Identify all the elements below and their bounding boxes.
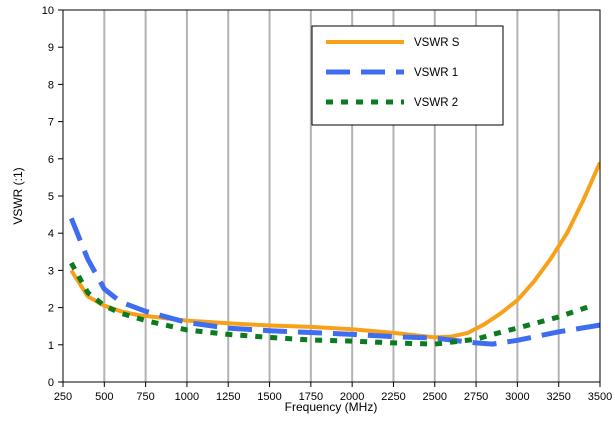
x-tick-label: 2500: [423, 391, 447, 403]
x-tick-label: 2000: [340, 391, 364, 403]
legend: VSWR S VSWR 1 VSWR 2: [311, 25, 504, 126]
legend-label: VSWR 2: [414, 97, 458, 109]
y-tick-label: 9: [48, 42, 54, 54]
y-tick-label: 5: [48, 191, 54, 203]
y-tick-label: 7: [48, 117, 54, 129]
y-tick-label: 0: [48, 377, 54, 389]
x-tick-label: 2750: [464, 391, 488, 403]
y-tick-label: 4: [48, 228, 54, 240]
x-tick-label: 250: [54, 391, 72, 403]
legend-label: VSWR 1: [414, 67, 458, 79]
legend-label: VSWR S: [414, 37, 460, 49]
x-tick-label: 750: [136, 391, 154, 403]
series-layer: [68, 161, 600, 347]
x-tick-label: 3000: [505, 391, 529, 403]
y-tick-label: 2: [48, 303, 54, 315]
series-line-2: [68, 217, 600, 347]
x-tick-label: 1500: [257, 391, 281, 403]
x-tick-label: 1000: [175, 391, 199, 403]
legend-items: VSWR S VSWR 1 VSWR 2: [326, 37, 460, 109]
x-tick-label: 1750: [299, 391, 323, 403]
y-axis-ticks: 0 1 2 3 4 5 6 7 8 9 10: [42, 5, 63, 389]
x-axis-ticks: 250 500 750 1000 1250 1500 1750 2000 2250 2500 275…: [54, 382, 612, 403]
y-tick-label: 10: [42, 5, 54, 17]
x-axis-title: Frequency (MHz): [285, 400, 378, 414]
x-tick-label: 1250: [216, 391, 240, 403]
x-tick-label: 3250: [546, 391, 570, 403]
series-line-1: [69, 161, 600, 340]
y-axis-title: VSWR (:1): [11, 167, 25, 224]
y-tick-label: 3: [48, 265, 54, 277]
x-tick-label: 2250: [381, 391, 405, 403]
y-tick-label: 1: [48, 340, 54, 352]
x-tick-label: 500: [95, 391, 113, 403]
y-tick-label: 6: [48, 154, 54, 166]
x-tick-label: 3500: [588, 391, 612, 403]
y-tick-label: 8: [48, 79, 54, 91]
